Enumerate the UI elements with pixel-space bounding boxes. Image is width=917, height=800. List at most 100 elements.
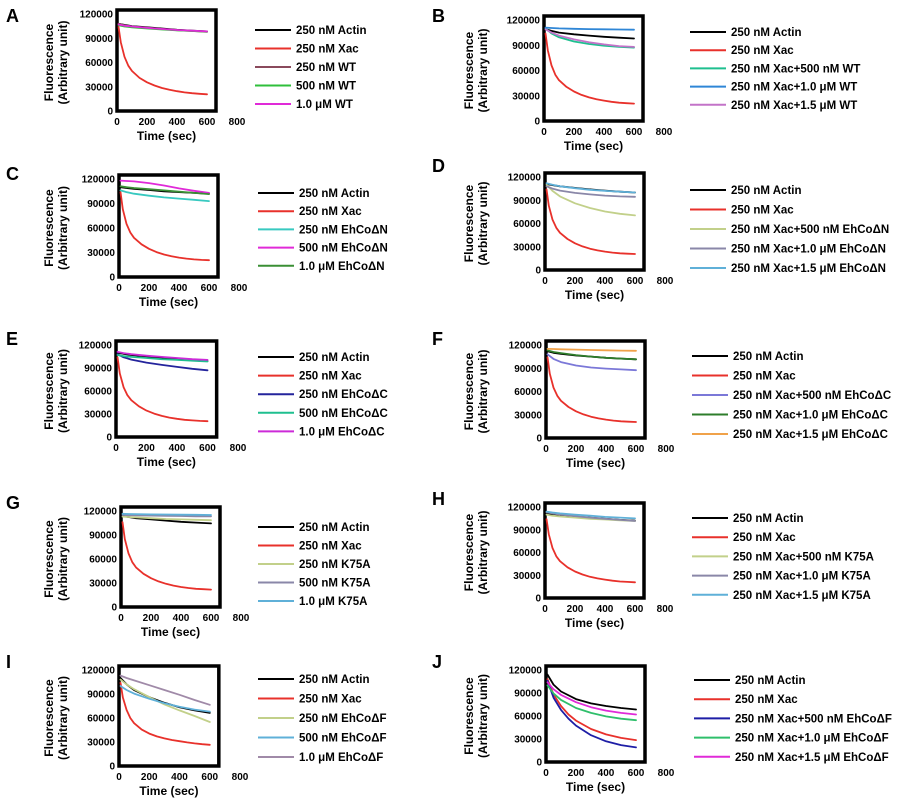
series-line-3: [546, 679, 637, 749]
legend-label: 250 nM Xac+1.0 μM EhCoΔC: [733, 410, 888, 422]
y-tick-label: 30000: [514, 735, 542, 746]
series-line-5: [119, 185, 210, 196]
panel-letter: E: [6, 329, 18, 349]
chart-panel-D: D 0 30000 60000 90000 120000 0 200 400 600 800 Time…: [432, 156, 889, 302]
series-line-3: [545, 183, 636, 217]
x-tick-label: 600: [199, 117, 216, 128]
x-tick-label: 600: [627, 276, 644, 287]
series-line-2: [546, 356, 637, 423]
y-tick-label: 90000: [87, 199, 115, 210]
series-line-4: [545, 511, 636, 522]
legend-label: 250 nM Xac: [731, 205, 794, 217]
legend-label: 250 nM EhCoΔF: [299, 713, 387, 725]
x-tick-label: 0: [116, 772, 122, 783]
chart-panel-C: C 0 30000 60000 90000 120000 0 200 400 600 800 Time…: [6, 164, 388, 309]
legend-label: 250 nM Xac: [733, 371, 796, 383]
chart-panel-F: F 0 30000 60000 90000 120000 0 200 400 600 800 Time…: [432, 329, 891, 470]
series-line-4: [544, 26, 635, 31]
x-tick-label: 600: [203, 613, 220, 624]
legend-label: 250 nM Xac+1.0 μM WT: [731, 82, 857, 94]
legend-label: 250 nM EhCoΔN: [299, 224, 388, 236]
x-tick-label: 200: [568, 768, 585, 779]
y-tick-label: 60000: [87, 714, 115, 725]
legend-label: 250 nM Xac+1.0 μM K75A: [733, 571, 871, 583]
x-tick-label: 400: [171, 283, 188, 294]
y-tick-label: 30000: [89, 579, 117, 590]
legend-label: 250 nM Xac+500 nM EhCoΔF: [735, 713, 892, 725]
y-tick-label: 0: [535, 266, 541, 277]
x-tick-label: 200: [567, 604, 584, 615]
y-tick-label: 60000: [513, 219, 541, 230]
y-axis-label: (Arbitrary unit): [56, 676, 70, 760]
y-axis-label: Fluorescence: [42, 520, 56, 598]
y-axis-label: Fluorescence: [42, 352, 56, 430]
x-tick-label: 0: [543, 768, 549, 779]
series-line-2: [117, 25, 208, 96]
x-tick-label: 400: [596, 127, 613, 138]
legend-label: 250 nM Actin: [299, 352, 370, 364]
y-tick-label: 30000: [513, 242, 541, 253]
legend-label: 250 nM Xac+1.5 μM EhCoΔF: [735, 752, 889, 764]
x-axis-label: Time (sec): [137, 129, 196, 143]
y-tick-label: 0: [111, 603, 117, 614]
y-tick-label: 120000: [509, 341, 543, 352]
x-tick-label: 600: [628, 444, 645, 455]
x-tick-label: 200: [138, 443, 155, 454]
y-tick-label: 120000: [84, 507, 118, 518]
series-line-4: [546, 684, 637, 722]
x-tick-label: 0: [541, 127, 547, 138]
y-tick-label: 90000: [514, 364, 542, 375]
legend-label: 250 nM Xac: [299, 694, 362, 706]
x-axis-label: Time (sec): [565, 616, 624, 630]
series-line-5: [121, 512, 212, 516]
panel-letter: F: [432, 329, 443, 349]
series-line-1: [546, 673, 637, 711]
x-tick-label: 800: [231, 283, 248, 294]
x-tick-label: 200: [568, 444, 585, 455]
x-axis-label: Time (sec): [564, 139, 623, 153]
y-tick-label: 120000: [80, 10, 114, 21]
x-tick-label: 200: [139, 117, 156, 128]
y-tick-label: 60000: [87, 224, 115, 235]
legend-label: 250 nM Actin: [296, 25, 367, 37]
y-tick-label: 30000: [84, 410, 112, 421]
x-tick-label: 200: [143, 613, 160, 624]
x-tick-label: 800: [656, 127, 673, 138]
legend-label: 250 nM EhCoΔC: [299, 389, 388, 401]
series-line-3: [119, 189, 210, 203]
legend-label: 500 nM EhCoΔN: [299, 243, 388, 255]
x-tick-label: 600: [201, 283, 218, 294]
x-tick-label: 800: [230, 443, 247, 454]
series-line-2: [546, 678, 637, 741]
legend-label: 250 nM Actin: [733, 513, 804, 525]
legend-label: 250 nM Actin: [299, 674, 370, 686]
legend-label: 250 nM Xac+1.5 μM WT: [731, 100, 857, 112]
y-tick-label: 90000: [84, 364, 112, 375]
y-axis-label: Fluorescence: [462, 184, 476, 262]
x-tick-label: 200: [567, 276, 584, 287]
legend-label: 250 nM Xac+1.0 μM EhCoΔF: [735, 733, 889, 745]
series-line-5: [116, 350, 209, 361]
y-tick-label: 90000: [512, 41, 540, 52]
series-line-2: [545, 518, 636, 584]
x-tick-label: 800: [658, 768, 675, 779]
x-tick-label: 0: [114, 117, 120, 128]
y-tick-label: 120000: [509, 666, 543, 677]
x-tick-label: 800: [658, 444, 675, 455]
y-tick-label: 60000: [85, 58, 113, 69]
x-axis-label: Time (sec): [565, 288, 624, 302]
y-tick-label: 120000: [508, 503, 542, 514]
y-tick-label: 30000: [87, 738, 115, 749]
chart-panel-J: J 0 30000 60000 90000 120000 0 200 400 600 800 Time…: [432, 652, 892, 794]
x-tick-label: 0: [116, 283, 122, 294]
x-tick-label: 200: [141, 283, 158, 294]
series-line-2: [116, 356, 209, 423]
plot-frame: [543, 501, 646, 600]
y-tick-label: 30000: [513, 571, 541, 582]
panel-letter: H: [432, 489, 445, 509]
y-axis-label: (Arbitrary unit): [56, 186, 70, 270]
chart-panel-G: G 0 30000 60000 90000 120000 0 200 400 600 800 Time…: [6, 493, 371, 639]
legend-label: 250 nM Xac: [299, 541, 362, 553]
x-tick-label: 600: [627, 604, 644, 615]
series-line-1: [544, 28, 635, 40]
